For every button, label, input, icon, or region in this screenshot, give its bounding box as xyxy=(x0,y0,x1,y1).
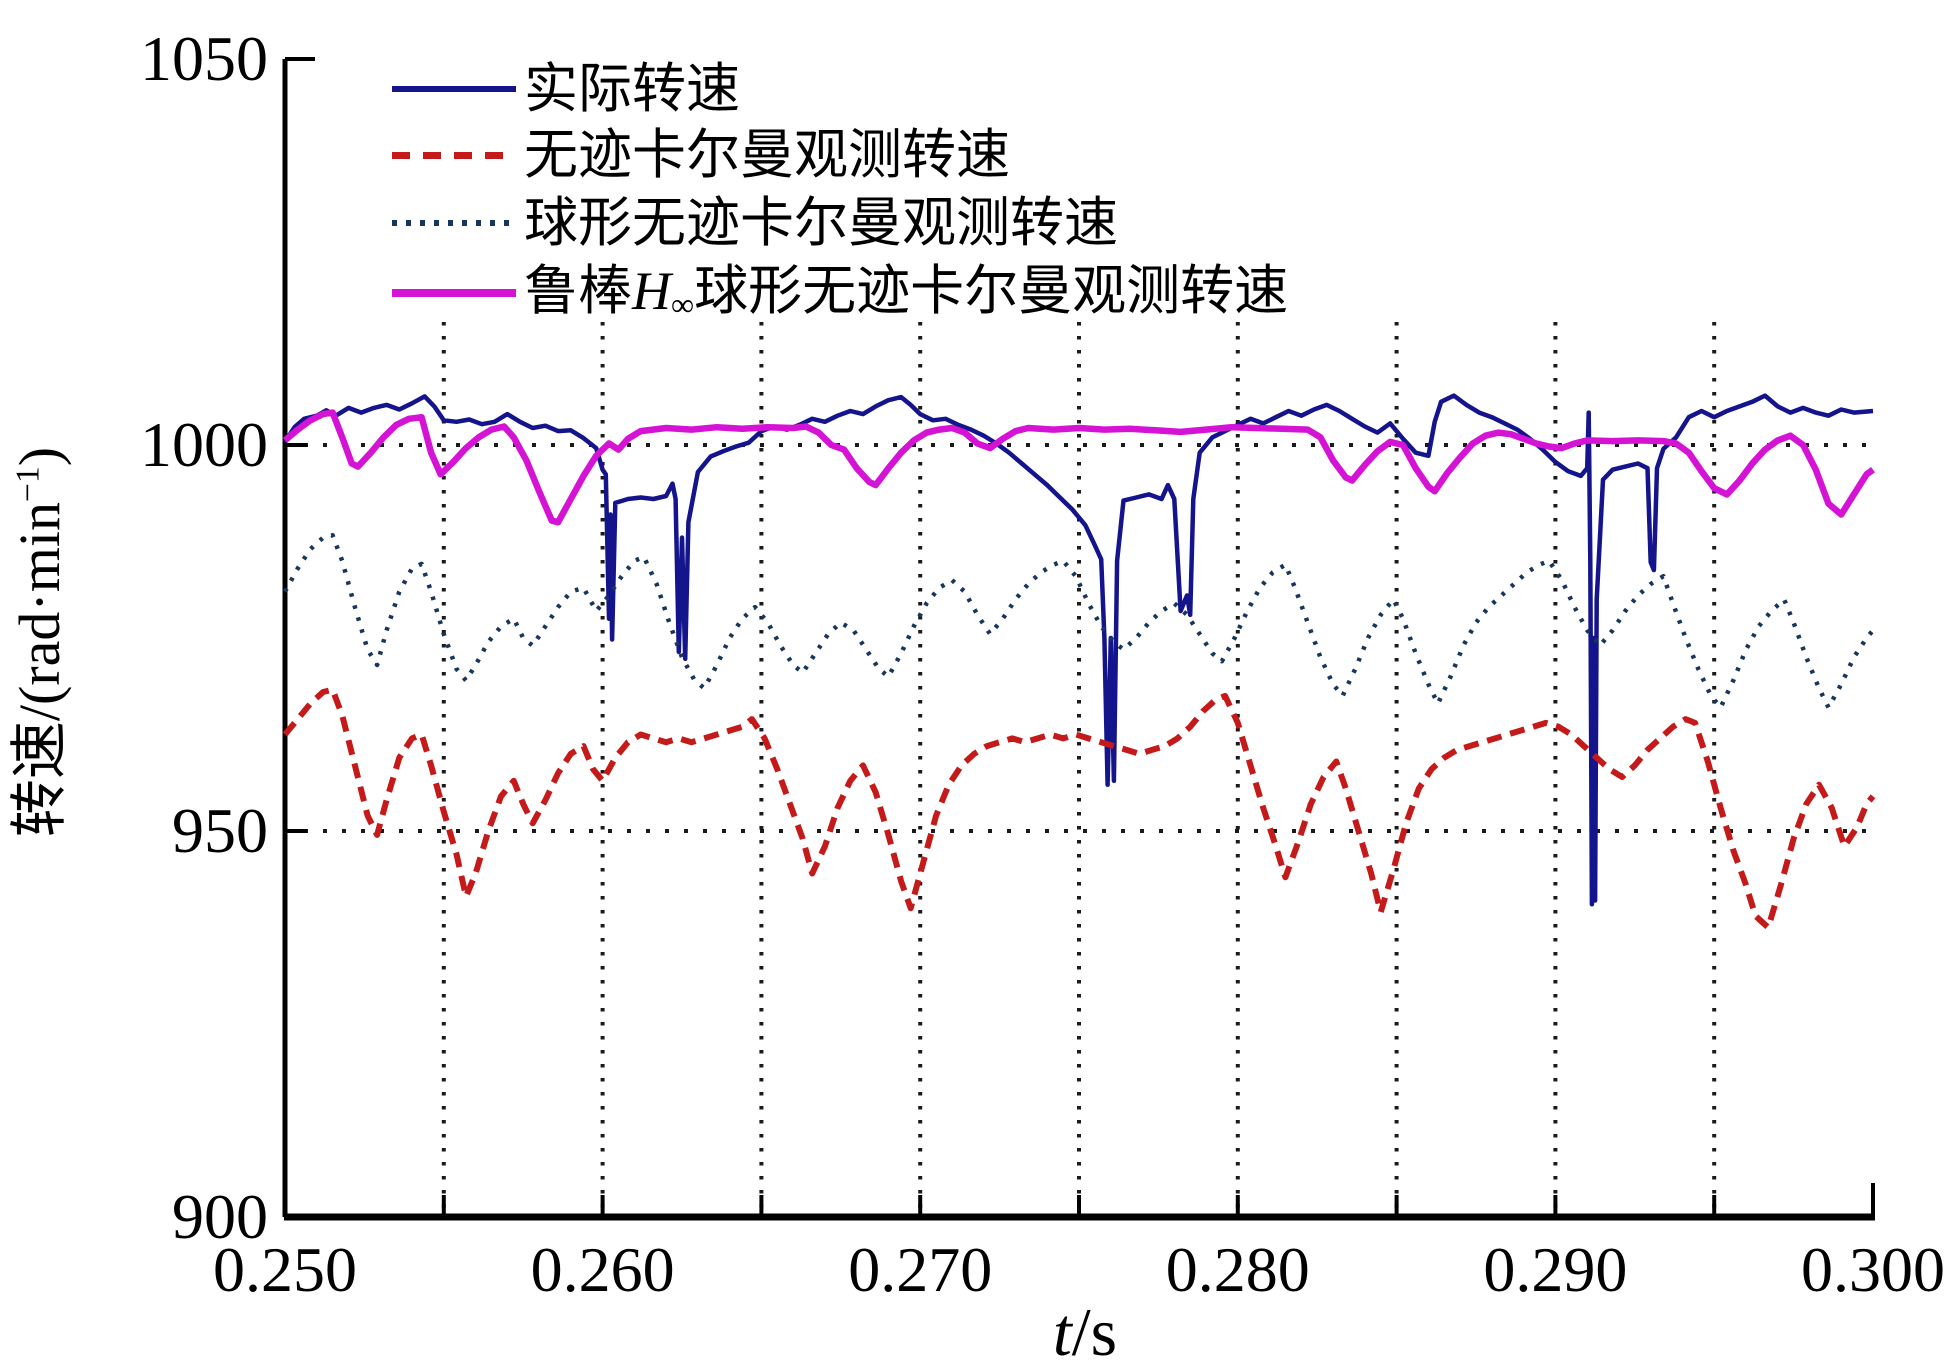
series-line-2 xyxy=(283,533,1875,710)
y-tick-label: 900 xyxy=(172,1181,268,1252)
legend-item-actual-speed: 实际转速 xyxy=(392,58,740,120)
legend-label: 实际转速 xyxy=(524,58,740,119)
legend-item-robust-hinf-sukf-speed: 鲁棒H∞球形无迹卡尔曼观测转速 xyxy=(392,262,1288,324)
series-line-0 xyxy=(283,393,1874,907)
x-tick-label: 0.270 xyxy=(848,1234,993,1305)
legend-item-ukf-speed: 无迹卡尔曼观测转速 xyxy=(392,124,1010,186)
x-axis-label: t/s xyxy=(1052,1294,1118,1360)
legend-label: 无迹卡尔曼观测转速 xyxy=(524,124,1010,185)
series-line-1 xyxy=(282,686,1876,931)
legend-item-sukf-speed: 球形无迹卡尔曼观测转速 xyxy=(392,192,1118,254)
legend-label: 鲁棒H∞球形无迹卡尔曼观测转速 xyxy=(524,261,1289,324)
y-tick-label: 1050 xyxy=(140,23,268,94)
x-tick-label: 0.250 xyxy=(213,1234,357,1305)
legend-line-dotted-blue xyxy=(392,220,516,226)
x-tick-label: 0.260 xyxy=(530,1234,675,1305)
y-tick-label: 950 xyxy=(172,795,268,866)
x-tick-label: 0.280 xyxy=(1165,1234,1310,1305)
legend-line-solid-magenta xyxy=(392,289,516,297)
x-tick-label: 0.300 xyxy=(1801,1234,1945,1305)
legend-line-solid-navy xyxy=(392,86,516,92)
x-tick-label: 0.290 xyxy=(1483,1234,1628,1305)
legend-line-dashed-red xyxy=(392,151,516,159)
legend-label: 球形无迹卡尔曼观测转速 xyxy=(524,192,1118,253)
y-tick-label: 1000 xyxy=(140,409,268,480)
y-axis-label: 转速/(rad·min−1) xyxy=(7,446,72,838)
series-line-3 xyxy=(282,409,1875,526)
